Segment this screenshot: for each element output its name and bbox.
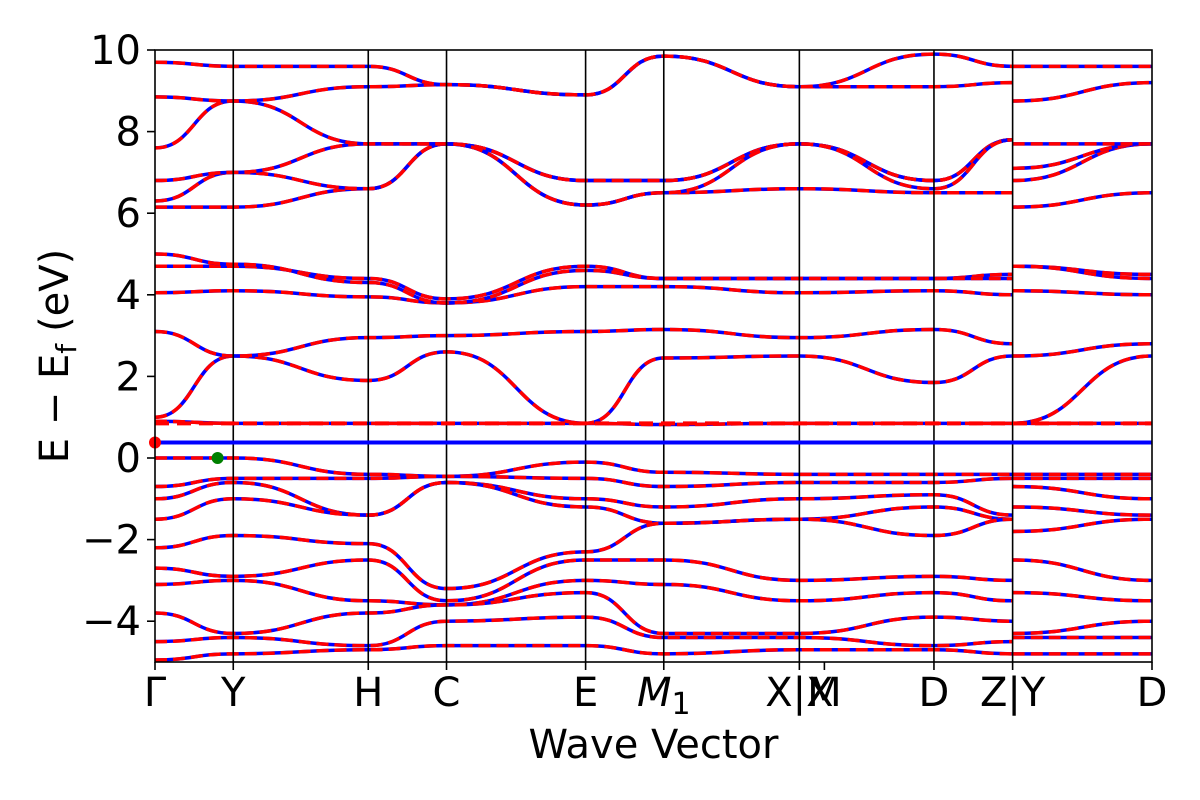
y-tick-label: −2: [82, 518, 141, 564]
band-v8-spin-up: [155, 590, 1152, 636]
band-v5-spin-up: [155, 517, 1152, 591]
y-tick-label: 0: [116, 436, 141, 482]
x-tick-label: Z|Y: [980, 670, 1046, 716]
band-v3-spin-down: [155, 480, 1152, 517]
plot-frame: [154, 49, 1153, 663]
band-v2-spin-down: [155, 474, 1152, 489]
band-c9-spin-down: [155, 138, 1152, 183]
band-c3-spin-down: [155, 327, 1152, 358]
band-c9-spin-up: [155, 138, 1152, 183]
band-v4-spin-down: [155, 480, 1152, 526]
x-tick-label: Y: [220, 670, 246, 716]
band-c12-spin-up: [155, 52, 1152, 97]
band-c11-spin-down: [155, 54, 1152, 103]
vbm-marker: [211, 452, 224, 464]
band-c6-spin-down: [155, 252, 1152, 305]
x-tick-label: C: [433, 670, 461, 716]
band-v5-spin-down: [155, 517, 1152, 591]
band-c4-spin-down: [155, 284, 1152, 305]
band-c2-spin-down: [155, 350, 1152, 426]
x-tick-label: M: [807, 670, 842, 716]
band-edge-lines: [155, 421, 1152, 445]
band-v10-spin-down: [155, 643, 1152, 662]
y-tick-label: 6: [116, 191, 141, 237]
y-tick-label: 4: [116, 273, 141, 319]
x-tick-label: D: [919, 670, 950, 716]
band-c2-spin-up: [155, 350, 1152, 426]
x-tick-label: H: [353, 670, 383, 716]
y-tick-label: 10: [90, 28, 141, 74]
x-tick-label: E: [573, 670, 598, 716]
y-tick-label: 2: [116, 354, 141, 400]
band-edge-markers: [149, 436, 224, 464]
band-c10-spin-up: [155, 99, 1152, 207]
y-tick-label: 8: [116, 110, 141, 156]
y-axis-title-main: E − E: [32, 354, 78, 464]
band-c12-spin-down: [155, 52, 1152, 97]
y-tick-label: −4: [82, 599, 141, 645]
band-c10-spin-down: [155, 99, 1152, 207]
y-axis-title-unit: (eV): [32, 249, 78, 332]
band-v8-spin-down: [155, 590, 1152, 636]
x-axis-ticks: Γ Y H C E M1 X|XM D Z|Y D: [144, 662, 1168, 722]
x-tick-label: Γ: [144, 670, 167, 716]
x-tick-label: D: [1137, 670, 1168, 716]
k-point-lines: [232, 50, 1014, 662]
x-axis-title: Wave Vector: [529, 722, 780, 768]
band-c7-spin-down: [155, 142, 1152, 209]
bands-layer: [155, 52, 1152, 662]
y-axis-title-sub: f: [50, 343, 83, 354]
x-tick-label: X|X: [765, 670, 833, 716]
x-tick-label: M1: [637, 670, 691, 722]
band-v6-spin-down: [155, 558, 1152, 603]
band-v7-spin-down: [155, 578, 1152, 607]
y-axis-title: E − Ef (eV): [32, 249, 83, 464]
y-axis-ticks: −4 −2 0 2 4 6 8 10: [82, 28, 155, 645]
